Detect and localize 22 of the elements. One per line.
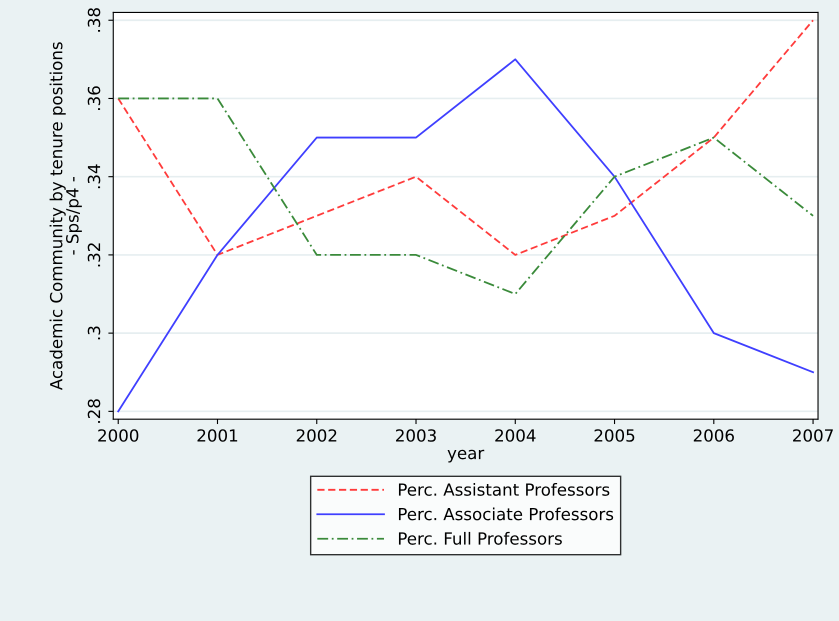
line-series	[117, 58, 814, 412]
legend-label: Perc. Assistant Professors	[398, 482, 610, 496]
x-axis-title: year	[448, 450, 484, 463]
x-tick-label: 2001	[198, 429, 238, 442]
y-tick-label: .36	[88, 86, 100, 110]
x-tick-label: 2005	[594, 429, 634, 442]
x-tick-label: 2002	[296, 429, 336, 442]
x-tick-label: 2000	[98, 429, 138, 442]
y-axis-title: Academic Community by tenure positions - Sps/p4 -	[50, 42, 82, 390]
x-tick-label: 2004	[495, 429, 536, 442]
legend-label: Perc. Associate Professors	[398, 507, 614, 520]
y-tick-label: .32	[88, 243, 100, 266]
y-tick-label: .34	[88, 164, 100, 188]
y-tick-label: .3	[88, 326, 100, 340]
line-series	[117, 19, 814, 256]
x-tick-label: 2003	[396, 429, 436, 442]
line-series	[117, 98, 814, 295]
y-tick-label: .28	[88, 399, 100, 423]
y-tick-label: .38	[88, 8, 100, 32]
x-tick-label: 2007	[793, 429, 833, 442]
legend-label: Perc. Full Professors	[398, 532, 562, 545]
x-tick-label: 2006	[694, 429, 734, 442]
